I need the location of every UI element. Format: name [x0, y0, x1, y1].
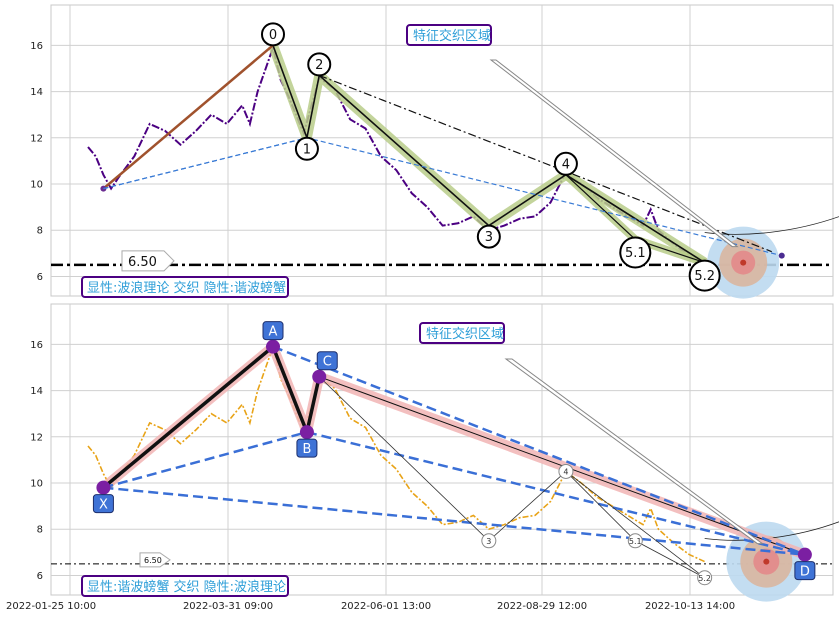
bottom-harmonic-dashed-3 [272, 345, 806, 556]
bottom-ytick-label: 16 [30, 340, 43, 351]
x-tick-label: 2022-03-31 09:00 [183, 601, 273, 612]
top-projection-curve [704, 216, 839, 235]
bottom-point-box-B [296, 438, 318, 458]
bottom-target-zone-center [763, 558, 770, 565]
top-legend-box [81, 276, 289, 298]
top-wave-label: 2 [315, 58, 323, 73]
bottom-legend-box [81, 575, 289, 597]
bottom-annotation-box [419, 322, 505, 344]
bottom-ytick-label: 10 [30, 479, 43, 490]
bottom-point-label: D [800, 565, 810, 580]
top-trendline [319, 74, 772, 253]
top-wave-marker-3 [476, 224, 501, 249]
bottom-harmonic-leg-1 [271, 346, 309, 433]
bottom-point-box-D [794, 561, 816, 581]
x-axis: 2022-01-25 10:00 2022-03-31 09:00 2022-06-… [6, 601, 735, 612]
top-wave-label: 0 [269, 28, 277, 43]
top-annotation-box [406, 24, 492, 46]
top-wave-line [272, 45, 706, 264]
top-wave-marker-5.2 [688, 259, 721, 292]
top-wave-label: 1 [303, 142, 311, 157]
bottom-panel: 6 8 10 12 14 16 6.50 X A B C D 3 4 5.1 5.2 特征交织区域显性:谐波螃… [30, 303, 839, 602]
bottom-harmonic-dashed-1 [306, 430, 806, 556]
bottom-harmonic-leg-0 [102, 345, 275, 489]
top-ytick-label: 16 [30, 41, 43, 52]
top-wave-marker-2 [307, 52, 332, 77]
top-wave-marker-4 [553, 151, 578, 176]
bottom-projection-curve [704, 521, 839, 541]
bottom-wave-line [318, 376, 705, 579]
top-wave-marker-1 [294, 136, 319, 161]
top-ytick-label: 12 [30, 133, 43, 144]
top-annotation-arrow [489, 59, 739, 248]
bottom-ytick-label: 8 [37, 525, 43, 536]
bottom-ytick-label: 6 [37, 571, 43, 582]
bottom-point-label: B [302, 442, 311, 457]
x-tick-label: 2022-08-29 12:00 [497, 601, 587, 612]
bottom-annotation-title: 特征交织区域 [426, 326, 504, 342]
bottom-wave-label: 5.1 [629, 537, 642, 546]
bottom-point-box-X [92, 494, 114, 514]
bottom-wave-marker-4 [558, 463, 574, 479]
bottom-ytick-label: 12 [30, 432, 43, 443]
top-blue-dashed-2 [103, 137, 308, 190]
top-support-arrow [121, 250, 175, 272]
bottom-wave-marker-5.1 [627, 533, 643, 549]
bottom-point-box-C [316, 351, 338, 371]
top-wave-label: 3 [485, 230, 493, 245]
bottom-legend-text: 显性:谐波螃蟹 交织 隐性:波浪理论 [87, 579, 286, 595]
top-target-zone-center [740, 259, 747, 266]
bottom-point-marker-X [96, 480, 111, 495]
bottom-ytick-label: 14 [30, 386, 43, 397]
x-tick-label: 2022-10-13 14:00 [645, 601, 735, 612]
bottom-plot-frame [50, 303, 834, 596]
bottom-wave-label: 4 [563, 467, 568, 476]
bottom-support-arrow [139, 552, 171, 568]
top-ytick-label: 6 [37, 272, 43, 283]
bottom-harmonic-dashed-2 [103, 486, 805, 556]
top-wave-label: 5.2 [694, 269, 715, 284]
bottom-point-marker-C [312, 369, 327, 384]
top-wave-label: 5.1 [625, 246, 646, 261]
top-end-point [778, 252, 785, 259]
bottom-wave-label: 5.2 [698, 574, 711, 583]
top-wave-marker-0 [261, 22, 285, 47]
top-legend-text: 显性:波浪理论 交织 隐性:谐波螃蟹 [87, 280, 286, 296]
top-ytick-label: 8 [37, 226, 43, 237]
x-tick-label: 2022-01-25 10:00 [6, 601, 96, 612]
bottom-support-value: 6.50 [144, 556, 162, 565]
x-tick-label: 2022-06-01 13:00 [341, 601, 431, 612]
bottom-annotation-arrow [504, 358, 764, 545]
bottom-harmonic-dashed-0 [103, 430, 308, 489]
top-ytick-label: 14 [30, 87, 43, 98]
bottom-point-marker-A [266, 339, 280, 354]
top-start-segment [102, 44, 274, 190]
bottom-wave-marker-3 [481, 533, 497, 549]
bottom-point-label: X [99, 498, 108, 513]
bottom-wave-marker-5.2 [697, 570, 713, 586]
top-ytick-label: 10 [30, 180, 43, 191]
bottom-point-label: A [269, 325, 278, 340]
bottom-point-box-A [262, 321, 284, 341]
bottom-harmonic-leg-2 [305, 376, 321, 433]
bottom-point-label: C [323, 355, 332, 370]
top-wave-marker-5.1 [619, 236, 652, 269]
top-plot-frame [50, 4, 834, 297]
top-annotation-title: 特征交织区域 [413, 28, 491, 44]
bottom-wave-label: 3 [486, 537, 491, 546]
top-wave-label: 4 [562, 157, 570, 172]
bottom-point-marker-D [797, 547, 812, 562]
top-support-value: 6.50 [128, 255, 157, 270]
bottom-point-marker-B [299, 425, 314, 440]
